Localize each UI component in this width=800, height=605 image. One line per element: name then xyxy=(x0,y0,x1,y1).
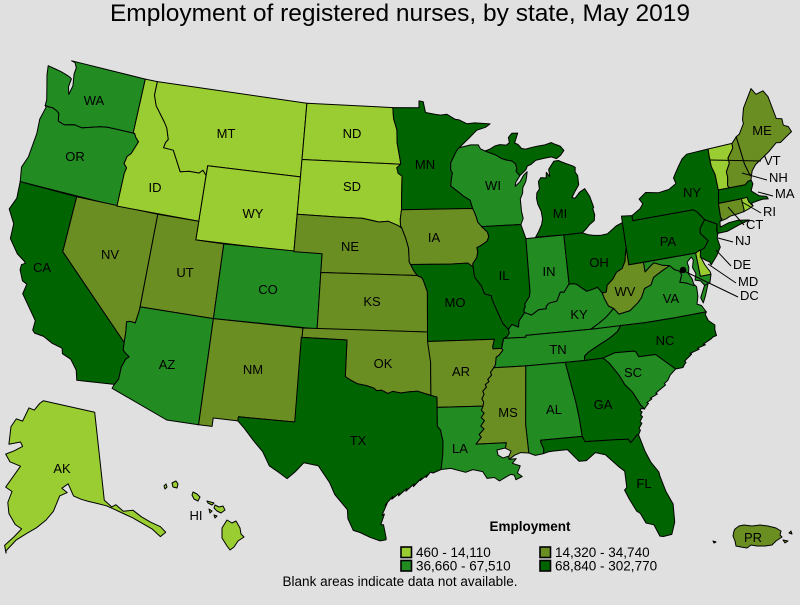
svg-text:IN: IN xyxy=(543,264,556,279)
svg-text:CO: CO xyxy=(258,282,278,297)
svg-text:MO: MO xyxy=(445,295,466,310)
svg-text:14,320 - 34,740: 14,320 - 34,740 xyxy=(555,545,650,560)
svg-text:AR: AR xyxy=(452,364,470,379)
svg-text:PA: PA xyxy=(660,234,677,249)
svg-text:UT: UT xyxy=(176,265,193,280)
svg-text:Employment of registered nurse: Employment of registered nurses, by stat… xyxy=(110,0,690,27)
svg-text:IL: IL xyxy=(499,268,510,283)
svg-text:CT: CT xyxy=(746,217,763,232)
svg-text:CA: CA xyxy=(33,260,51,275)
svg-text:RI: RI xyxy=(763,204,776,219)
svg-text:MN: MN xyxy=(415,157,435,172)
svg-text:OK: OK xyxy=(374,356,393,371)
svg-text:OR: OR xyxy=(65,149,85,164)
svg-text:DC: DC xyxy=(740,288,759,303)
svg-text:MD: MD xyxy=(738,274,758,289)
svg-text:IA: IA xyxy=(428,230,441,245)
svg-text:NY: NY xyxy=(683,185,701,200)
svg-text:NC: NC xyxy=(656,333,675,348)
svg-text:68,840 - 302,770: 68,840 - 302,770 xyxy=(555,559,657,574)
svg-text:460 - 14,110: 460 - 14,110 xyxy=(416,545,491,560)
svg-text:NE: NE xyxy=(341,239,359,254)
svg-text:GA: GA xyxy=(594,397,613,412)
svg-text:OH: OH xyxy=(589,255,609,270)
svg-text:NH: NH xyxy=(769,170,788,185)
svg-text:NV: NV xyxy=(101,247,119,262)
svg-text:HI: HI xyxy=(190,508,203,523)
svg-text:ND: ND xyxy=(343,126,362,141)
svg-text:MI: MI xyxy=(553,206,567,221)
svg-text:TN: TN xyxy=(549,342,566,357)
svg-text:KY: KY xyxy=(570,307,588,322)
svg-text:ID: ID xyxy=(149,180,162,195)
svg-text:WV: WV xyxy=(615,284,636,299)
svg-text:LA: LA xyxy=(452,441,468,456)
svg-text:MS: MS xyxy=(498,405,518,420)
svg-text:AZ: AZ xyxy=(159,357,176,372)
svg-text:Blank areas indicate data not: Blank areas indicate data not available. xyxy=(283,574,518,589)
svg-text:Employment: Employment xyxy=(489,519,571,534)
svg-text:WI: WI xyxy=(485,178,501,193)
svg-text:PR: PR xyxy=(744,530,762,545)
svg-text:VA: VA xyxy=(663,291,680,306)
svg-text:AK: AK xyxy=(53,461,71,476)
svg-text:NM: NM xyxy=(243,362,263,377)
svg-text:WA: WA xyxy=(84,93,105,108)
svg-text:NJ: NJ xyxy=(735,233,751,248)
svg-text:KS: KS xyxy=(363,294,381,309)
svg-text:MT: MT xyxy=(217,126,236,141)
svg-text:ME: ME xyxy=(752,123,772,138)
svg-text:MA: MA xyxy=(775,186,795,201)
svg-text:TX: TX xyxy=(350,433,367,448)
svg-text:AL: AL xyxy=(546,402,562,417)
svg-text:FL: FL xyxy=(636,476,651,491)
svg-text:SC: SC xyxy=(624,365,642,380)
svg-text:WY: WY xyxy=(243,206,264,221)
svg-text:DE: DE xyxy=(733,257,751,272)
svg-text:SD: SD xyxy=(343,179,361,194)
svg-text:VT: VT xyxy=(764,153,781,168)
svg-text:36,660 - 67,510: 36,660 - 67,510 xyxy=(416,559,511,574)
